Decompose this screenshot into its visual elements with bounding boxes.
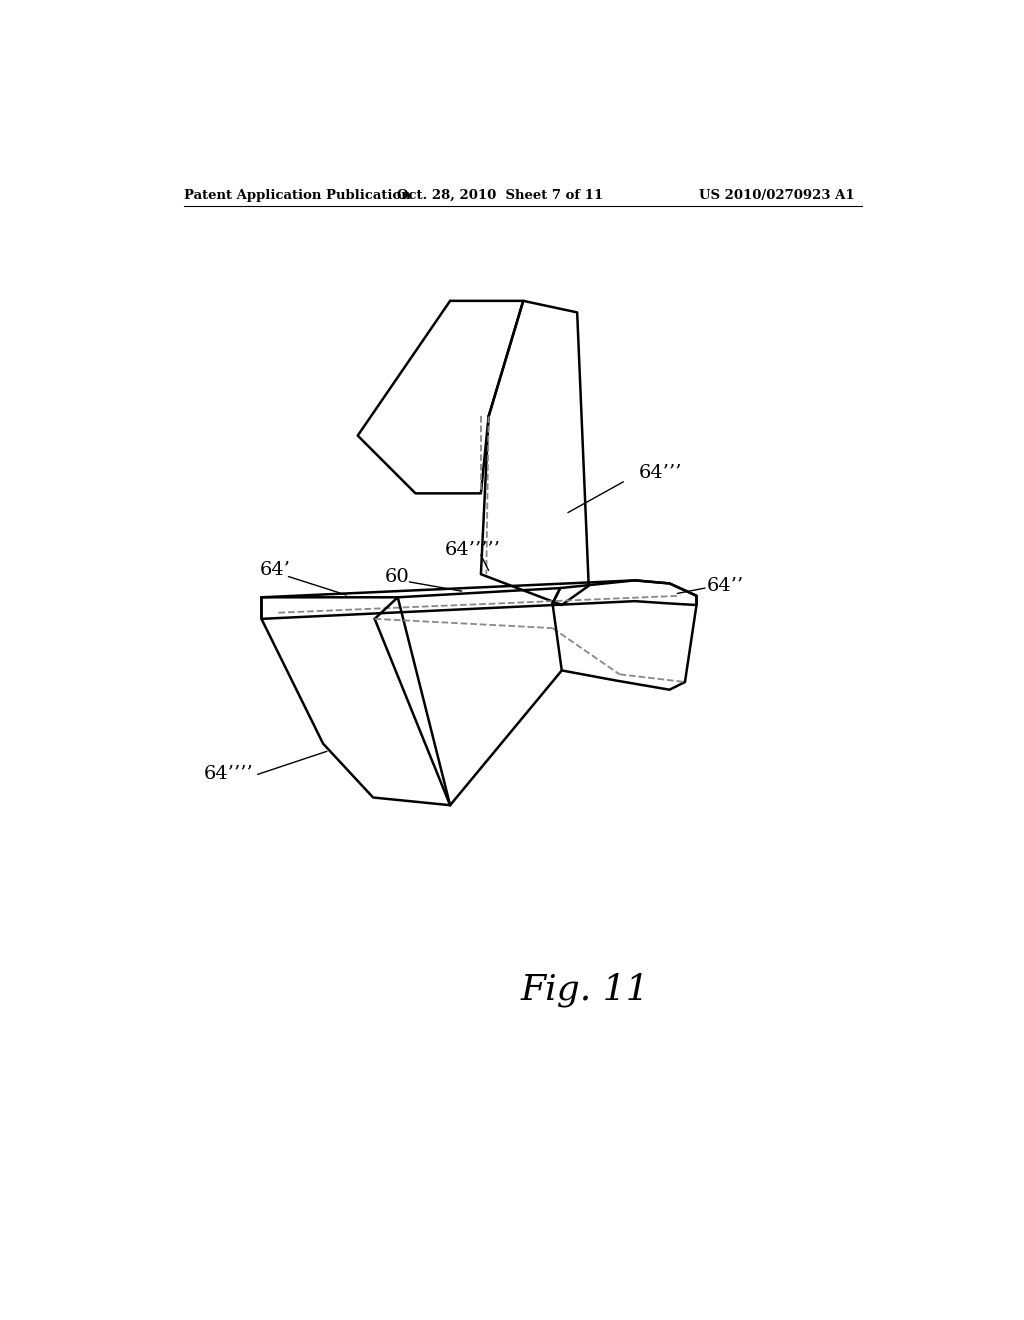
Text: Patent Application Publication: Patent Application Publication [184, 189, 412, 202]
Text: 64’’’: 64’’’ [639, 463, 682, 482]
Text: Fig. 11: Fig. 11 [520, 973, 649, 1007]
Text: 64’’: 64’’ [707, 577, 743, 595]
Text: 64’’’’’: 64’’’’’ [444, 541, 501, 558]
Text: 60: 60 [385, 568, 410, 586]
Text: US 2010/0270923 A1: US 2010/0270923 A1 [698, 189, 854, 202]
Text: 64’: 64’ [260, 561, 291, 579]
Text: Oct. 28, 2010  Sheet 7 of 11: Oct. 28, 2010 Sheet 7 of 11 [397, 189, 603, 202]
Text: 64’’’’: 64’’’’ [204, 766, 254, 783]
